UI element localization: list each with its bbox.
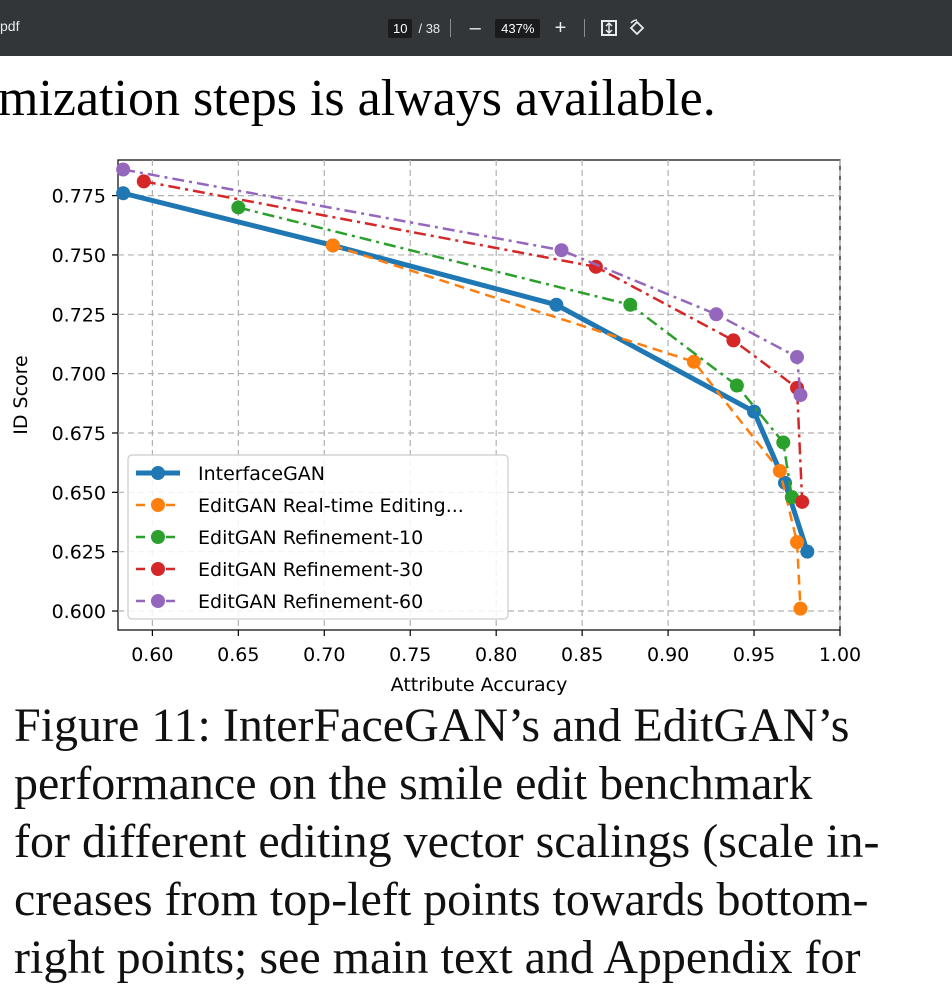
series-2 (231, 200, 799, 505)
x-tick-label: 0.60 (131, 644, 173, 666)
zoom-in-button[interactable]: + (554, 16, 567, 39)
page-total: / 38 (418, 20, 441, 36)
data-point (776, 435, 791, 450)
toolbar-divider (584, 19, 586, 37)
file-name: pdf (0, 18, 20, 34)
y-tick-label: 0.775 (52, 186, 106, 208)
legend-item: EditGAN Refinement-30 (136, 559, 423, 581)
legend-marker (151, 498, 165, 512)
data-point (116, 186, 131, 201)
data-point (549, 297, 564, 312)
data-point (790, 535, 805, 550)
data-point (325, 238, 340, 253)
legend-label: EditGAN Refinement-60 (198, 591, 423, 613)
legend-marker (151, 562, 165, 576)
caption-line: for different editing vector scalings (s… (14, 815, 880, 868)
chart: 0.60 0.65 0.70 0.75 0.80 0.85 0.90 0.95 1.00 0.6… (10, 159, 861, 696)
x-tick-label: 0.90 (647, 644, 689, 666)
y-tick-label: 0.675 (52, 423, 106, 445)
data-point (709, 307, 724, 322)
series-line (143, 180, 804, 502)
page-zoom-controls: 10 / 38 – 437% + (388, 15, 651, 41)
data-point (793, 601, 808, 616)
data-point (795, 494, 810, 509)
legend-label: EditGAN Refinement-30 (198, 559, 423, 581)
series-group (116, 162, 815, 616)
caption-line: performance on the smile edit benchmark (14, 757, 813, 810)
series-3 (136, 174, 810, 509)
legend-label: InterfaceGAN (198, 463, 325, 485)
x-tick-label: 1.00 (819, 644, 861, 666)
x-axis-label: Attribute Accuracy (391, 674, 568, 696)
y-tick-label: 0.700 (52, 364, 106, 386)
x-tick-label: 0.95 (733, 644, 775, 666)
x-tick-label: 0.80 (475, 644, 517, 666)
legend-item: EditGAN Real-time Editing... (136, 495, 464, 517)
legend: InterfaceGAN EditGAN Real-time Editing...… (127, 454, 509, 620)
data-point (554, 243, 569, 258)
document-line: mization steps is always available. (0, 70, 716, 127)
legend-item: EditGAN Refinement-60 (136, 591, 423, 613)
data-point (790, 350, 805, 365)
legend-marker (151, 530, 165, 544)
caption-line: creases from top-left points towards bot… (14, 873, 869, 926)
legend-marker (151, 466, 165, 480)
y-tick-label: 0.750 (52, 245, 106, 267)
data-point (800, 544, 815, 559)
data-point (686, 354, 701, 369)
caption-line: Figure 11: InterFaceGAN’s and EditGAN’s (14, 699, 850, 752)
data-point (116, 162, 131, 177)
zoom-level-input[interactable]: 437% (495, 18, 541, 38)
y-tick-label: 0.725 (52, 304, 106, 326)
legend-item: EditGAN Refinement-10 (136, 527, 423, 549)
legend-item: InterfaceGAN (136, 463, 325, 485)
y-axis-label: ID Score (10, 355, 32, 435)
pdf-toolbar: pdf 10 / 38 – 437% + (0, 0, 952, 56)
data-point (729, 378, 744, 393)
data-point (772, 463, 787, 478)
toolbar-divider (450, 19, 452, 37)
y-tick-label: 0.650 (52, 482, 106, 504)
data-point (747, 404, 762, 419)
x-tick-label: 0.70 (303, 644, 345, 666)
legend-label: EditGAN Refinement-10 (198, 527, 423, 549)
rotate-icon[interactable] (623, 15, 651, 41)
series-4 (116, 162, 808, 402)
data-point (231, 200, 246, 215)
series-line (122, 168, 802, 396)
figure-caption: Figure 11: InterFaceGAN’s and EditGAN’s … (14, 697, 939, 987)
data-point (623, 297, 638, 312)
x-ticks: 0.60 0.65 0.70 0.75 0.80 0.85 0.90 0.95 1.00 (131, 630, 861, 666)
data-point (136, 174, 151, 189)
series-1 (325, 238, 808, 616)
data-point (793, 388, 808, 402)
x-tick-label: 0.65 (217, 644, 259, 666)
x-tick-label: 0.75 (389, 644, 431, 666)
data-point (777, 475, 792, 490)
legend-marker (151, 594, 165, 608)
caption-line: right points; see main text and Appendix… (14, 931, 861, 984)
zoom-out-button[interactable]: – (469, 16, 481, 39)
fit-page-icon[interactable] (595, 15, 623, 41)
y-tick-label: 0.600 (52, 601, 106, 623)
legend-label: EditGAN Real-time Editing... (198, 495, 464, 517)
x-tick-label: 0.85 (561, 644, 603, 666)
page-number-input[interactable]: 10 (388, 18, 413, 38)
y-ticks: 0.600 0.625 0.650 0.675 0.700 0.725 0.750 0.775 (52, 186, 118, 623)
legend-box (127, 454, 509, 620)
data-point (726, 333, 741, 348)
series-line (238, 206, 794, 498)
y-tick-label: 0.625 (52, 542, 106, 564)
